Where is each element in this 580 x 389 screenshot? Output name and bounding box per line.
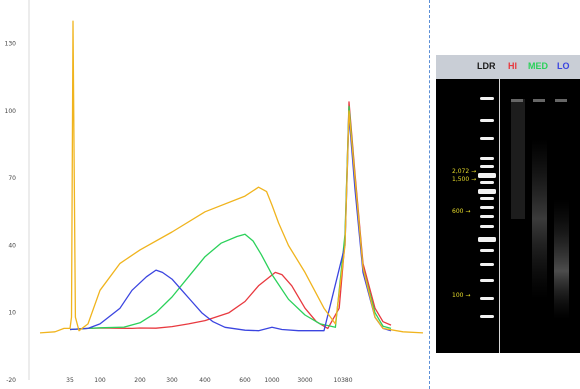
ladder-size-label: 1,500 → — [452, 176, 476, 183]
gel-well-med — [533, 99, 545, 102]
ladder-band — [480, 315, 494, 318]
gel-header: LDR HI MED LO — [436, 55, 580, 79]
ladder-band — [480, 137, 494, 140]
x-tick-label: 600 — [239, 377, 251, 384]
y-tick-label: 100 — [5, 108, 17, 115]
ladder-size-label: 600 → — [452, 208, 470, 215]
lane-label-med: MED — [528, 61, 548, 71]
gel-smear-lo — [554, 199, 569, 319]
gel-well-hi — [511, 99, 523, 102]
lane-label-hi: HI — [508, 61, 517, 71]
ladder-band — [480, 225, 494, 228]
ladder-band — [480, 181, 494, 184]
gel-image: 2,072 →1,500 → 600 → 100 → — [452, 79, 569, 353]
gel-image-panel: LDR HI MED LO 2,072 → 1,500 → 600 → 100 → — [436, 55, 580, 353]
gel-smear-hi — [511, 99, 525, 219]
x-tick-label: 300 — [166, 377, 178, 384]
ladder-band — [480, 263, 494, 266]
ladder-band — [480, 297, 494, 300]
series-line-yellow — [39, 20, 424, 334]
gel-lane-divider — [499, 79, 500, 353]
ladder-band — [480, 165, 494, 168]
x-tick-label: 3000 — [297, 377, 312, 384]
ladder-band — [480, 249, 494, 252]
ladder-size-label: 2,072 → — [452, 168, 476, 175]
lane-label-lo: LO — [557, 61, 570, 71]
y-tick-label: -20 — [6, 377, 16, 384]
lane-label-ldr: LDR — [477, 61, 496, 71]
x-tick-label: 200 — [134, 377, 146, 384]
ladder-band — [478, 189, 496, 194]
ladder-band — [478, 173, 496, 178]
electropherogram-chart: 130 100 70 40 10 -20 35 100 200 300 400 600 1000 300… — [5, 0, 424, 384]
series-line-hi — [69, 101, 392, 331]
gel-smear-med — [532, 139, 547, 299]
ladder-band — [480, 215, 494, 218]
x-tick-label: 1000 — [264, 377, 279, 384]
x-tick-label: 100 — [94, 377, 106, 384]
y-tick-label: 40 — [8, 242, 16, 249]
panel-divider — [429, 0, 430, 389]
ladder-band — [480, 119, 494, 122]
y-tick-label: 130 — [5, 41, 17, 48]
x-tick-label: 35 — [66, 377, 74, 384]
series-line-lo — [69, 114, 392, 332]
ladder-band — [480, 97, 494, 100]
gel-well-lo — [555, 99, 567, 102]
x-tick-label: 10380 — [333, 377, 352, 384]
ladder-size-label: 100 → — [452, 292, 470, 299]
x-tick-label: 400 — [199, 377, 211, 384]
y-tick-label: 70 — [8, 175, 16, 182]
ladder-band — [478, 237, 496, 242]
ladder-band — [480, 206, 494, 209]
ladder-band — [480, 279, 494, 282]
ladder-band — [480, 157, 494, 160]
y-tick-label: 10 — [8, 310, 16, 317]
series-line-med — [69, 105, 392, 331]
ladder-band — [480, 197, 494, 200]
